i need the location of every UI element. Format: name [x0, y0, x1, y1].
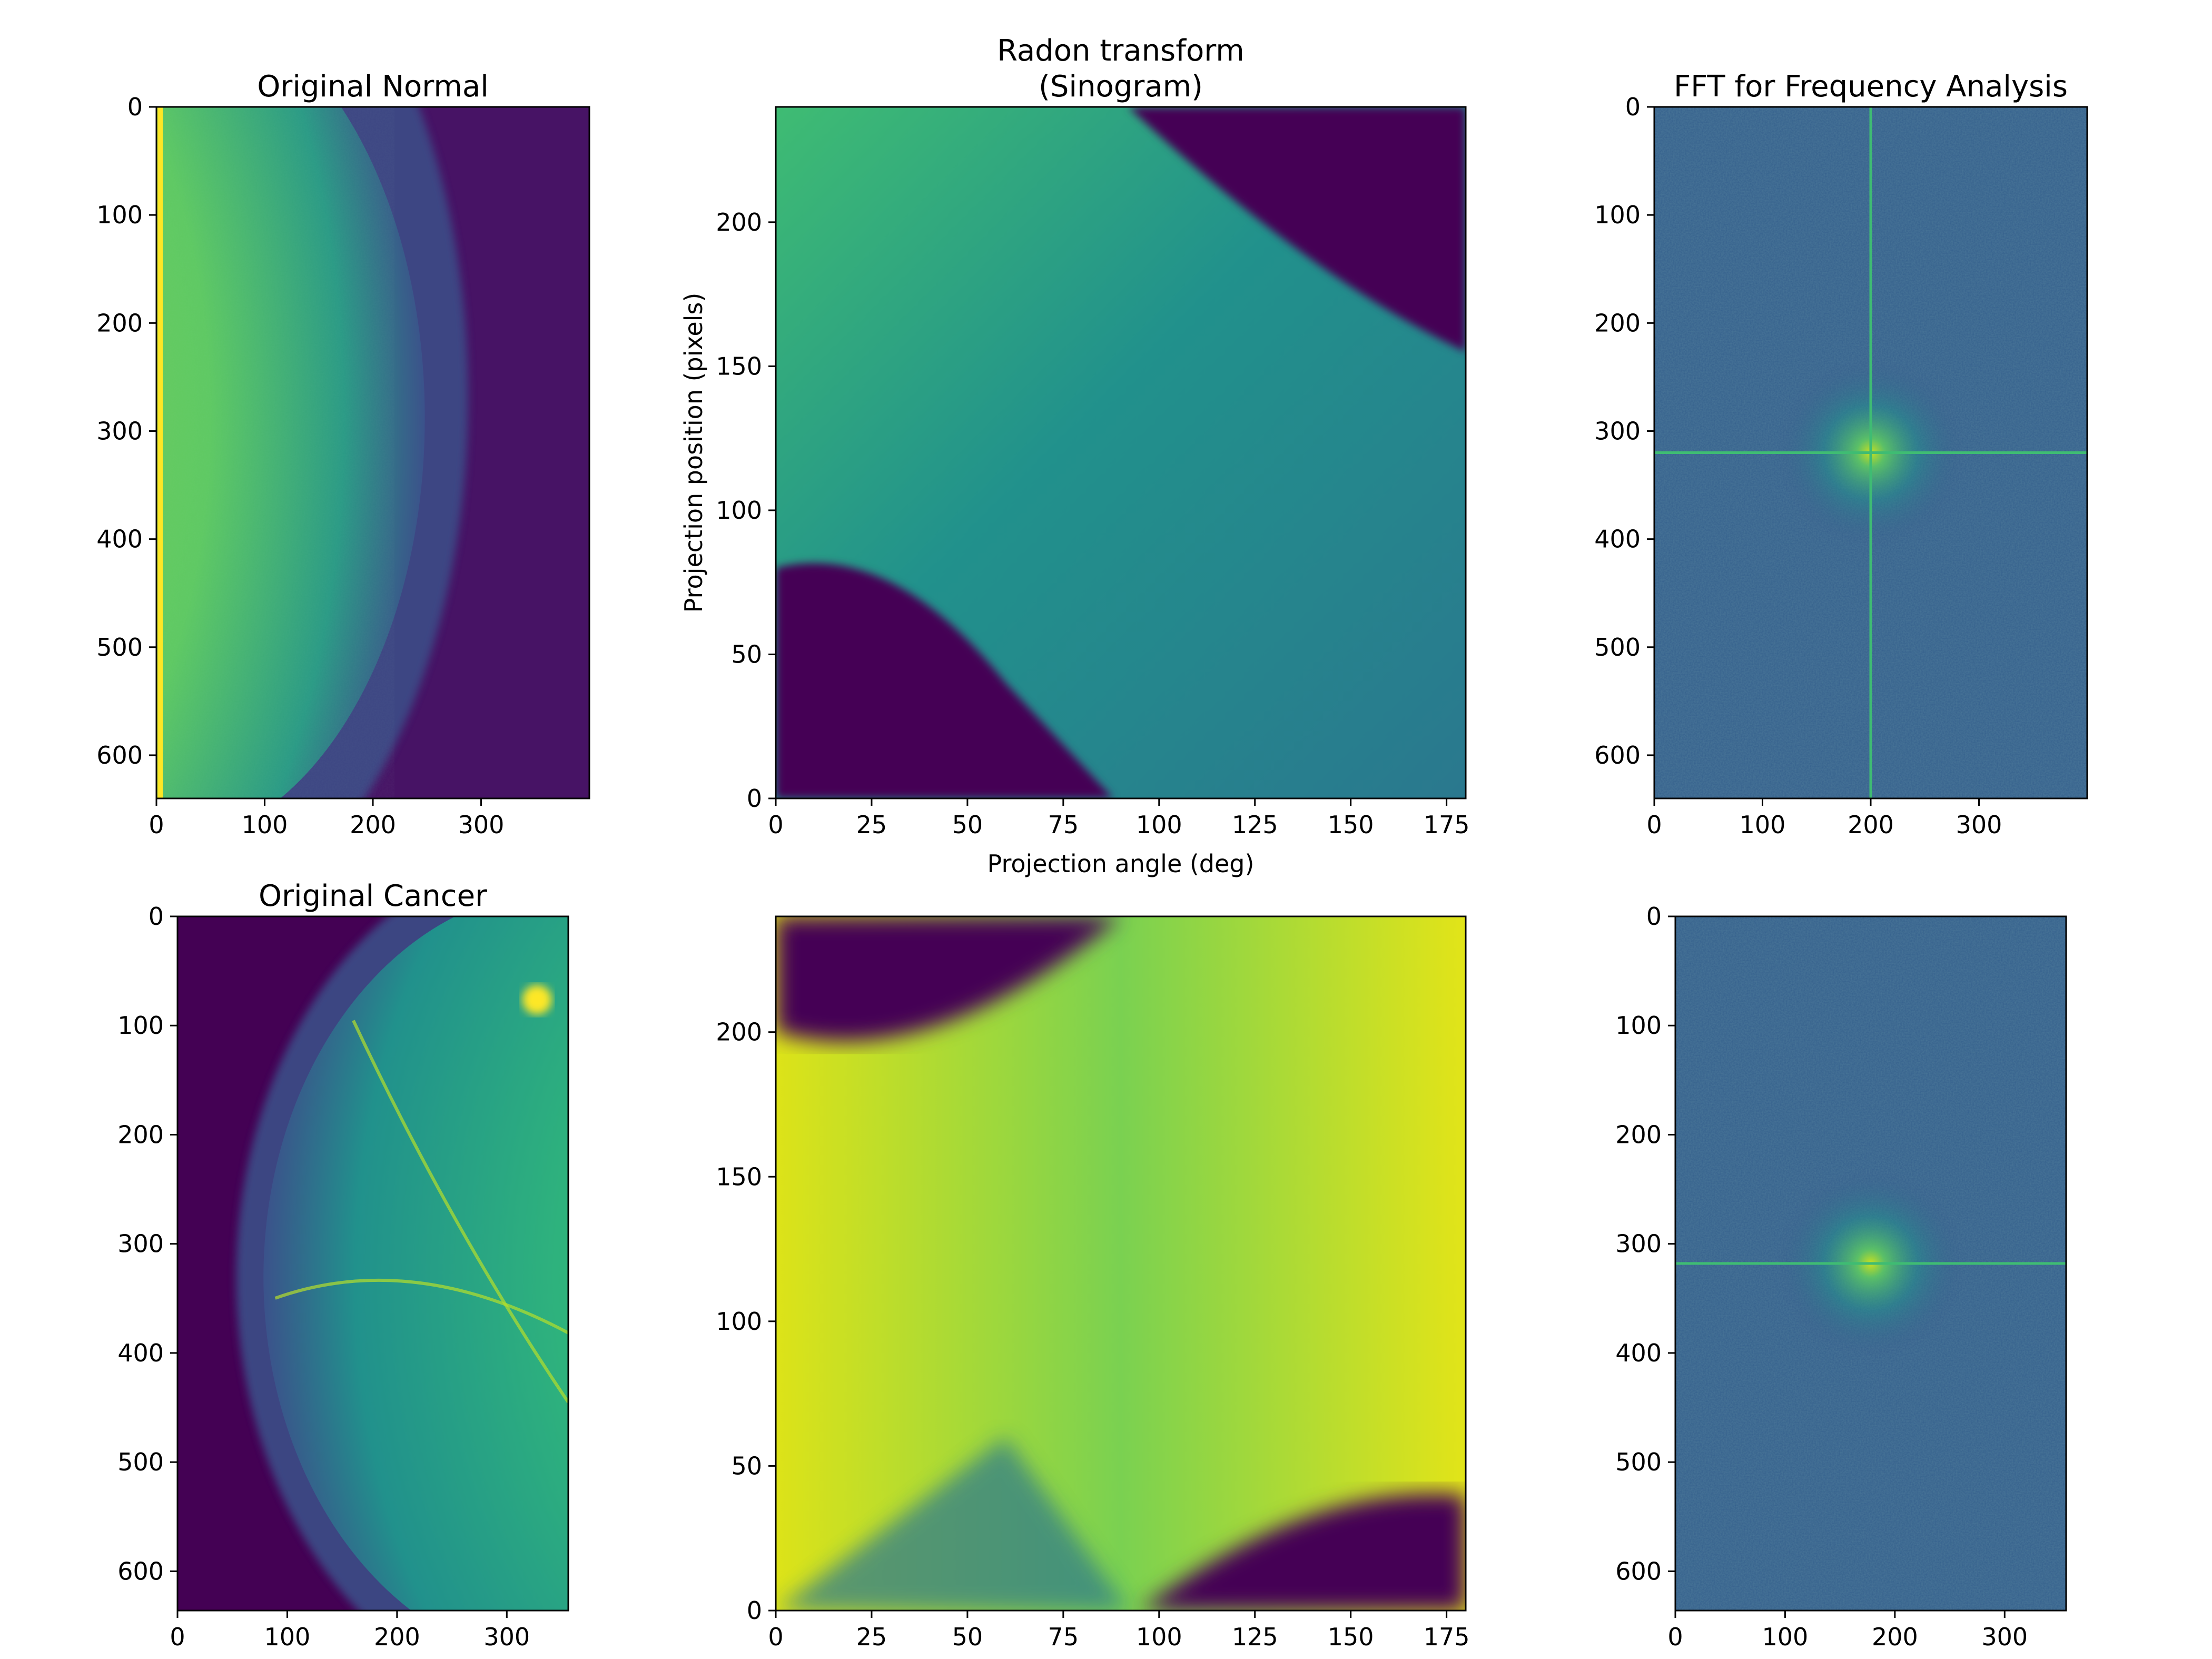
normal_fft-ytick-label: 200 — [1594, 309, 1641, 337]
normal_fft-ytick-label: 500 — [1594, 633, 1641, 661]
cancer_image-xtick-label: 200 — [374, 1623, 420, 1651]
normal_fft-ytick-label: 300 — [1594, 417, 1641, 445]
cancer_sinogram-xtick-label: 175 — [1424, 1623, 1470, 1651]
normal_fft-xtick-label: 300 — [1956, 811, 2002, 839]
normal_image-ytick-label: 300 — [96, 417, 143, 445]
cancer_fft-xtick-label: 300 — [1981, 1623, 2028, 1651]
normal_sinogram-ylabel: Projection position (pixels) — [679, 293, 708, 613]
normal_fft-xtick-label: 0 — [1646, 811, 1662, 839]
cancer_fft-ytick-label: 300 — [1615, 1230, 1662, 1258]
normal_fft-xtick-label: 100 — [1740, 811, 1786, 839]
cancer_image-ytick-label: 500 — [117, 1448, 164, 1476]
cancer_sinogram-xtick-label: 50 — [952, 1623, 983, 1651]
normal_image-xtick-label: 300 — [458, 811, 505, 839]
normal_sinogram-xlabel: Projection angle (deg) — [987, 850, 1255, 878]
cancer_fft-ytick-label: 400 — [1615, 1339, 1662, 1367]
normal_image-xtick-label: 100 — [242, 811, 288, 839]
cancer_fft-ytick-label: 200 — [1615, 1120, 1662, 1149]
cancer_fft-ytick-label: 500 — [1615, 1448, 1662, 1476]
normal_fft-ytick-label: 400 — [1594, 525, 1641, 554]
cancer_sinogram-xtick-label: 75 — [1048, 1623, 1079, 1651]
cancer_sinogram-ytick-label: 50 — [731, 1451, 762, 1480]
normal_sinogram-ytick-label: 150 — [716, 352, 762, 380]
normal_sinogram-ytick-label: 100 — [716, 496, 762, 525]
cancer_image-xtick-label: 0 — [170, 1623, 185, 1651]
cancer_sinogram-xtick-label: 100 — [1136, 1623, 1182, 1651]
normal_sinogram-xtick-label: 100 — [1136, 811, 1182, 839]
cancer_sinogram-ytick-label: 100 — [716, 1307, 762, 1336]
panel-normal_sinogram: 0 25 50 75 100 125 150 175 0 50 100 150 200 Radon tra… — [679, 34, 1470, 878]
normal_sinogram-title: Radon transform — [997, 34, 1245, 68]
normal_sinogram-ytick-label: 50 — [731, 640, 762, 668]
normal_sinogram-ytick-label: 0 — [747, 784, 762, 813]
normal_sinogram-xtick-label: 50 — [952, 811, 983, 839]
normal_image-ytick-label: 100 — [96, 201, 143, 229]
normal_image-ytick-label: 600 — [96, 741, 143, 769]
cancer_fft-ytick-label: 600 — [1615, 1557, 1662, 1585]
cancer_image-xtick-label: 300 — [483, 1623, 530, 1651]
normal_sinogram-title: (Sinogram) — [1039, 70, 1203, 104]
cancer_image-title: Original Cancer — [259, 879, 488, 913]
panel-cancer_fft: 0 100 200 300 0 100 200 300 400 500 600 — [1615, 902, 2067, 1651]
cancer_image-ytick-label: 400 — [117, 1339, 164, 1367]
normal_fft-image — [1654, 107, 2087, 798]
normal_image-ytick-label: 400 — [96, 525, 143, 554]
cancer_sinogram-ytick-label: 0 — [747, 1596, 762, 1625]
cancer_sinogram-xtick-label: 150 — [1328, 1623, 1374, 1651]
panel-cancer_image: 0 100 200 300 0 100 200 300 400 500 600 Original Ca… — [117, 879, 569, 1651]
normal_sinogram-xtick-label: 25 — [856, 811, 887, 839]
cancer_fft-xtick-label: 100 — [1762, 1623, 1809, 1651]
cancer_sinogram-image — [776, 916, 1466, 1611]
cancer_sinogram-xtick-label: 125 — [1232, 1623, 1278, 1651]
normal_fft-title: FFT for Frequency Analysis — [1674, 70, 2068, 104]
panel-normal_image: 0 100 200 300 0 100 200 300 400 500 600 Original No… — [96, 70, 590, 839]
normal_fft-xtick-label: 200 — [1848, 811, 1894, 839]
normal_sinogram-xtick-label: 125 — [1232, 811, 1278, 839]
normal_sinogram-xtick-label: 0 — [768, 811, 783, 839]
normal_image-ytick-label: 0 — [127, 93, 143, 121]
normal_fft-ytick-label: 100 — [1594, 201, 1641, 229]
cancer_image-axes-frame — [176, 915, 569, 1612]
normal_image-xtick-label: 200 — [350, 811, 396, 839]
cancer_image-image — [177, 916, 568, 1611]
cancer_fft-xtick-label: 200 — [1872, 1623, 1918, 1651]
normal_image-image — [156, 107, 589, 798]
normal_image-title: Original Normal — [257, 70, 489, 104]
cancer_image-ytick-label: 600 — [117, 1557, 164, 1585]
panel-normal_fft: 0 100 200 300 0 100 200 300 400 500 600 FFT for Fre… — [1594, 70, 2088, 839]
cancer_fft-image — [1675, 916, 2066, 1611]
cancer_sinogram-axes-frame — [775, 915, 1467, 1612]
cancer_fft-xtick-label: 0 — [1667, 1623, 1683, 1651]
cancer_image-ytick-label: 100 — [117, 1011, 164, 1040]
cancer_sinogram-xtick-label: 0 — [768, 1623, 783, 1651]
cancer_image-ytick-label: 200 — [117, 1120, 164, 1149]
normal_image-ytick-label: 500 — [96, 633, 143, 661]
cancer_image-ytick-label: 300 — [117, 1230, 164, 1258]
cancer_sinogram-ytick-label: 200 — [716, 1018, 762, 1046]
normal_sinogram-xtick-label: 175 — [1424, 811, 1470, 839]
cancer_image-xtick-label: 100 — [264, 1623, 311, 1651]
cancer_fft-ytick-label: 100 — [1615, 1011, 1662, 1040]
normal_sinogram-image — [776, 107, 1466, 798]
normal_sinogram-axes-frame — [775, 106, 1467, 799]
normal_image-ytick-label: 200 — [96, 309, 143, 337]
normal_fft-ytick-label: 0 — [1625, 93, 1641, 121]
normal_sinogram-xtick-label: 75 — [1048, 811, 1079, 839]
cancer_fft-axes-frame — [1674, 915, 2067, 1612]
cancer_fft-ytick-label: 0 — [1646, 902, 1662, 931]
cancer_image-ytick-label: 0 — [149, 902, 164, 931]
cancer_sinogram-xtick-label: 25 — [856, 1623, 887, 1651]
normal_sinogram-xtick-label: 150 — [1328, 811, 1374, 839]
normal_sinogram-ytick-label: 200 — [716, 208, 762, 236]
cancer_sinogram-ytick-label: 150 — [716, 1162, 762, 1191]
panel-cancer_sinogram: 0 25 50 75 100 125 150 175 0 50 100 150 200 — [716, 915, 1470, 1651]
normal_fft-ytick-label: 600 — [1594, 741, 1641, 769]
normal_image-xtick-label: 0 — [149, 811, 164, 839]
